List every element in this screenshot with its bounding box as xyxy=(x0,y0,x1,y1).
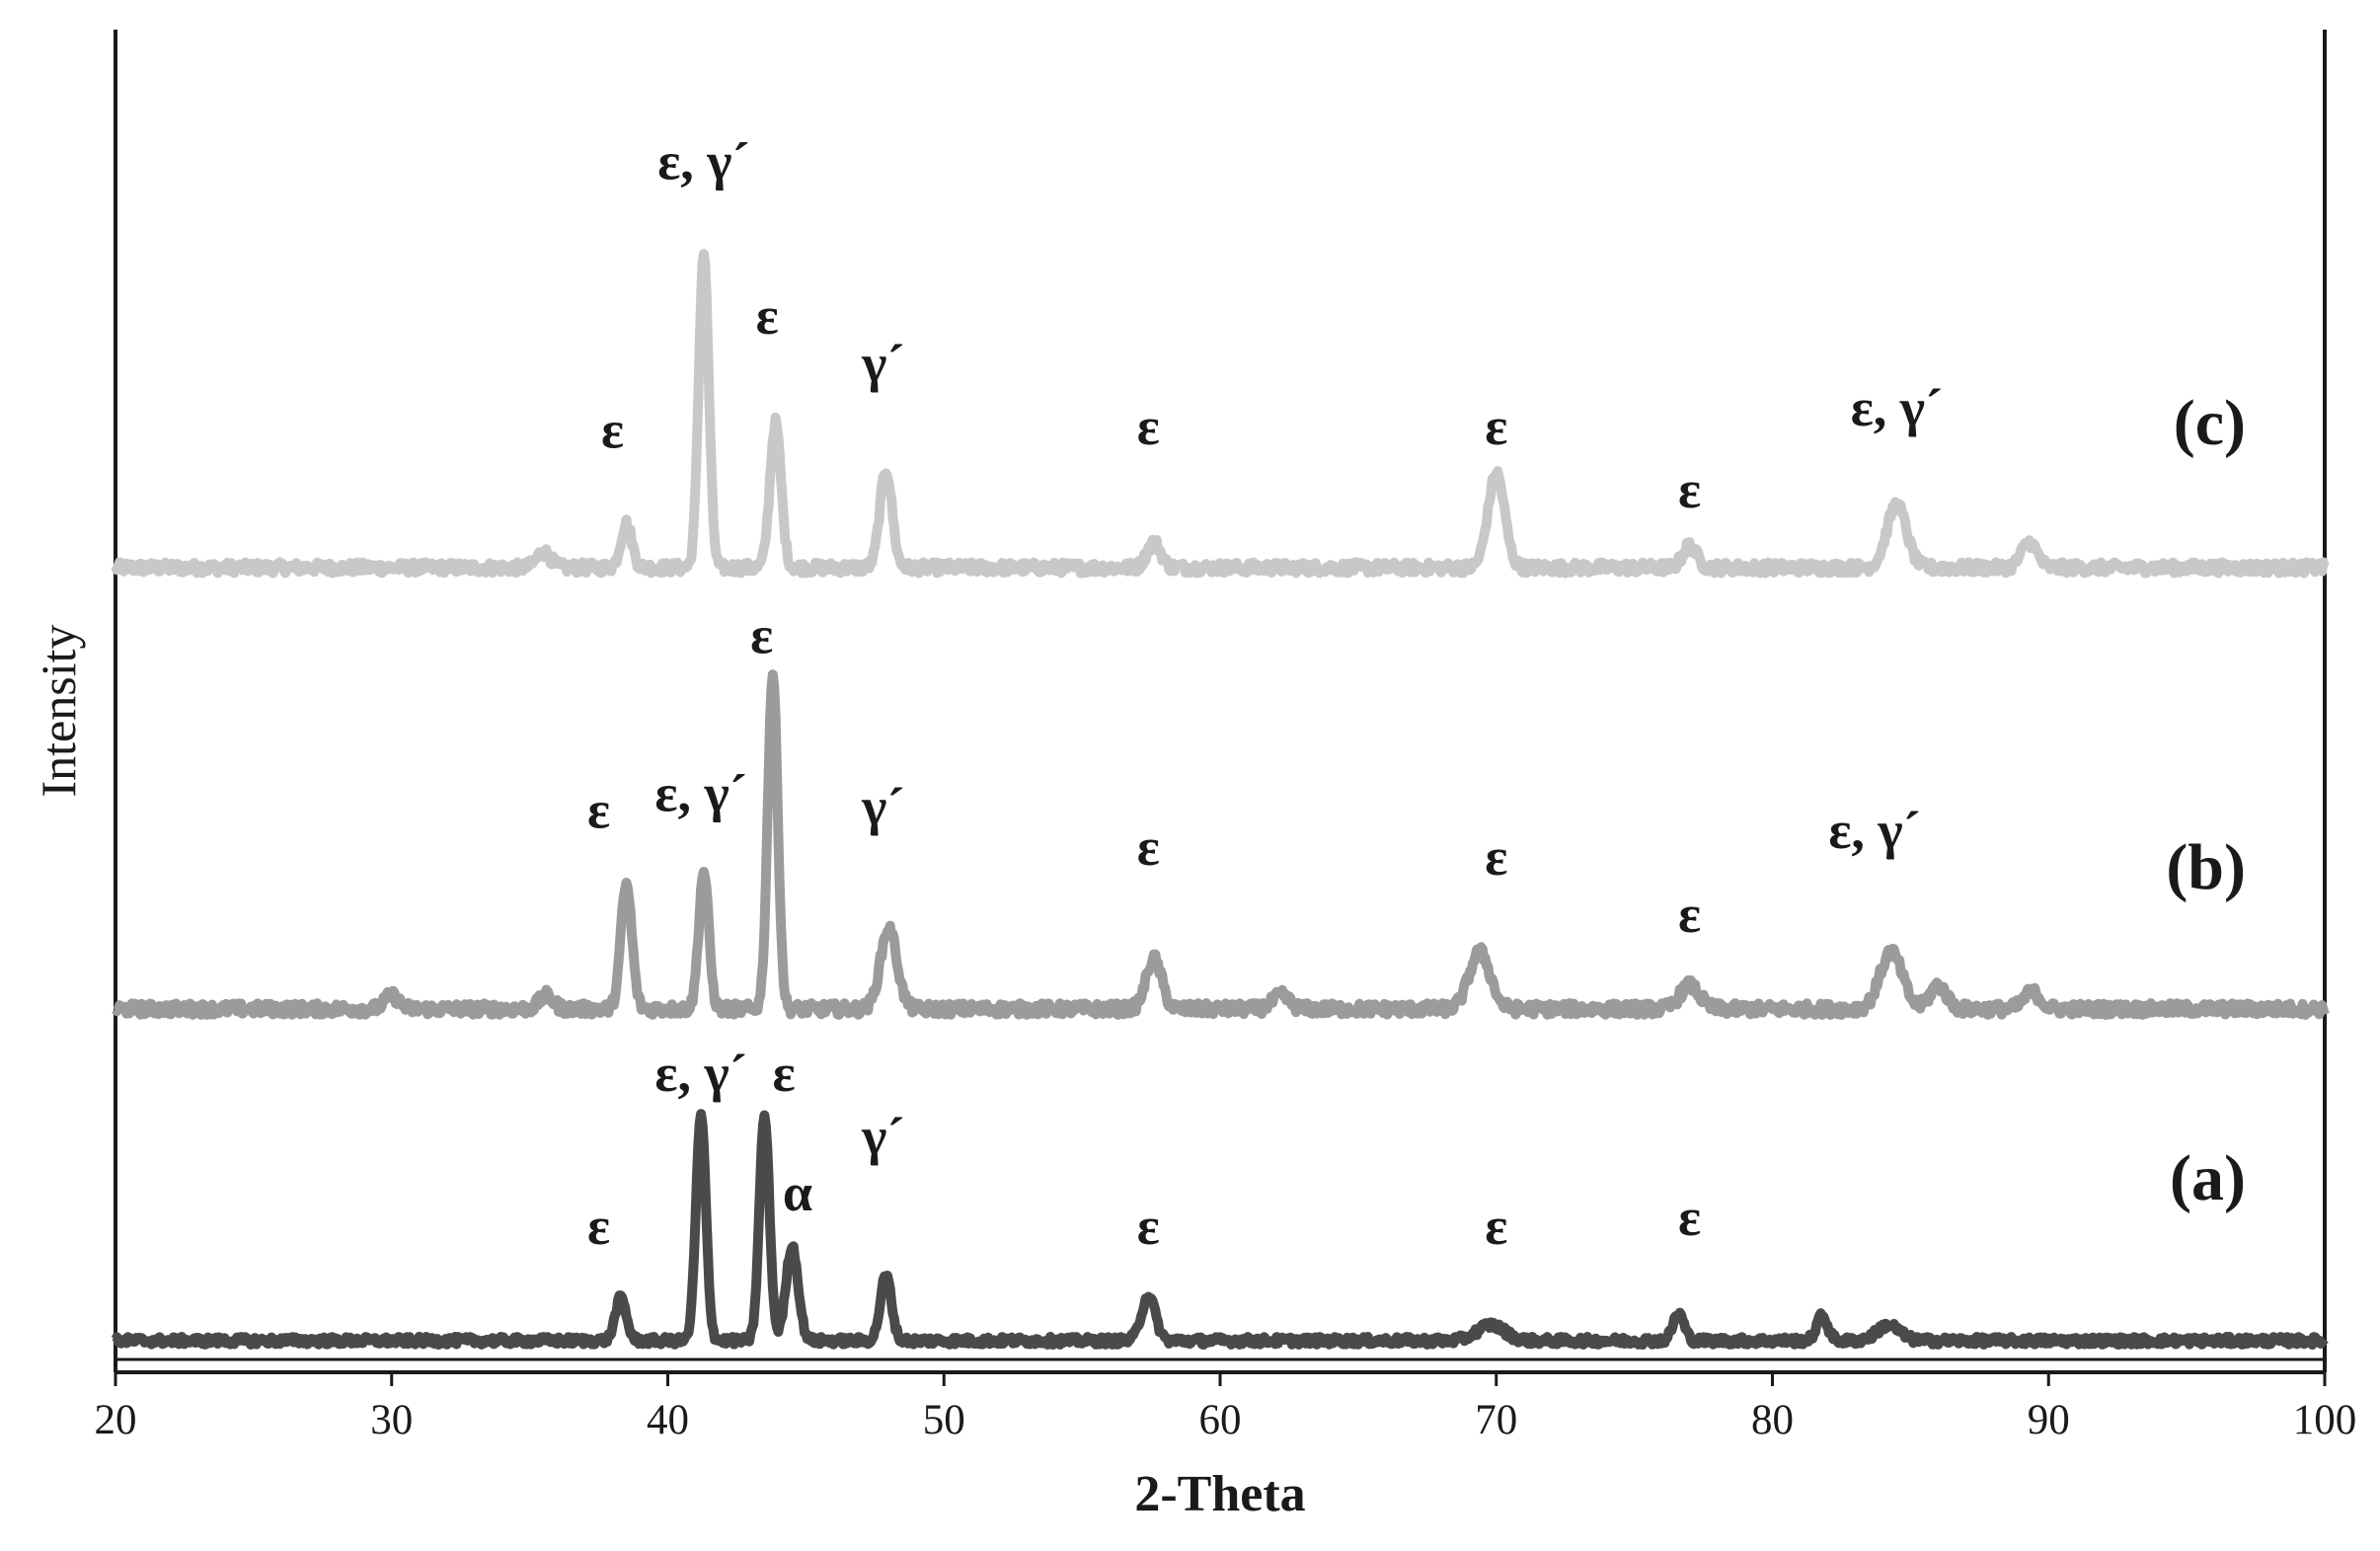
series-label-b: (b) xyxy=(2166,831,2246,903)
peak-annotation: ε xyxy=(587,780,610,839)
peak-annotation: ε xyxy=(601,400,624,459)
peak-annotation: ε, γ´ xyxy=(657,131,749,191)
series xyxy=(111,249,2330,1350)
axes xyxy=(114,30,2327,1374)
series-line-a xyxy=(111,1109,2329,1350)
peak-annotation: ε xyxy=(1678,885,1701,944)
series-label-c: (c) xyxy=(2174,387,2246,459)
x-tick-label: 30 xyxy=(370,1397,413,1443)
peak-annotation: ε xyxy=(1485,827,1507,887)
peak-annotation: ε, γ´ xyxy=(654,1044,746,1103)
x-axis-title: 2-Theta xyxy=(1134,1466,1305,1522)
x-tick-label: 80 xyxy=(1751,1397,1794,1443)
x-tick-label: 60 xyxy=(1199,1397,1242,1443)
x-tick-label: 50 xyxy=(923,1397,965,1443)
series-line-b xyxy=(112,669,2330,1020)
x-tick-label: 40 xyxy=(647,1397,689,1443)
peak-annotation: γ´ xyxy=(861,777,904,836)
peak-annotation: γ´ xyxy=(861,334,904,393)
x-tick-label: 20 xyxy=(95,1397,137,1443)
peak-annotation: ε xyxy=(1137,817,1160,877)
peak-annotation: α xyxy=(783,1163,812,1222)
peak-annotation: ε xyxy=(1137,397,1160,456)
peak-annotation: ε xyxy=(1678,1188,1701,1247)
peak-annotation: ε xyxy=(587,1197,610,1256)
peak-annotation: ε, γ´ xyxy=(1828,801,1920,860)
peak-annotation: ε xyxy=(1485,397,1507,456)
x-tick-label: 70 xyxy=(1475,1397,1517,1443)
y-axis-title: Intensity xyxy=(31,625,86,798)
series-line-c xyxy=(111,249,2330,579)
peak-annotation: ε, γ´ xyxy=(1851,378,1943,437)
peak-annotation: ε xyxy=(1137,1197,1160,1256)
peak-annotation: ε, γ´ xyxy=(654,763,746,822)
peak-annotation: ε xyxy=(772,1044,795,1103)
peak-annotation: ε xyxy=(750,606,773,665)
series-label-a: (a) xyxy=(2170,1142,2246,1214)
peak-annotation: ε xyxy=(756,286,779,346)
x-tick-label: 100 xyxy=(2293,1397,2357,1443)
peak-annotation: ε xyxy=(1678,460,1701,519)
x-ticks: 20 30 40 50 60 70 80 90 100 xyxy=(95,1372,2357,1443)
annotations: (c) ε ε, γ´ ε γ´ ε ε ε ε, γ´ (b) ε ε, γ´ ε γ´ ε ε ε ε, γ´… xyxy=(587,131,2246,1256)
x-tick-label: 90 xyxy=(2028,1397,2070,1443)
peak-annotation: γ´ xyxy=(861,1107,904,1166)
peak-annotation: ε xyxy=(1485,1197,1507,1256)
